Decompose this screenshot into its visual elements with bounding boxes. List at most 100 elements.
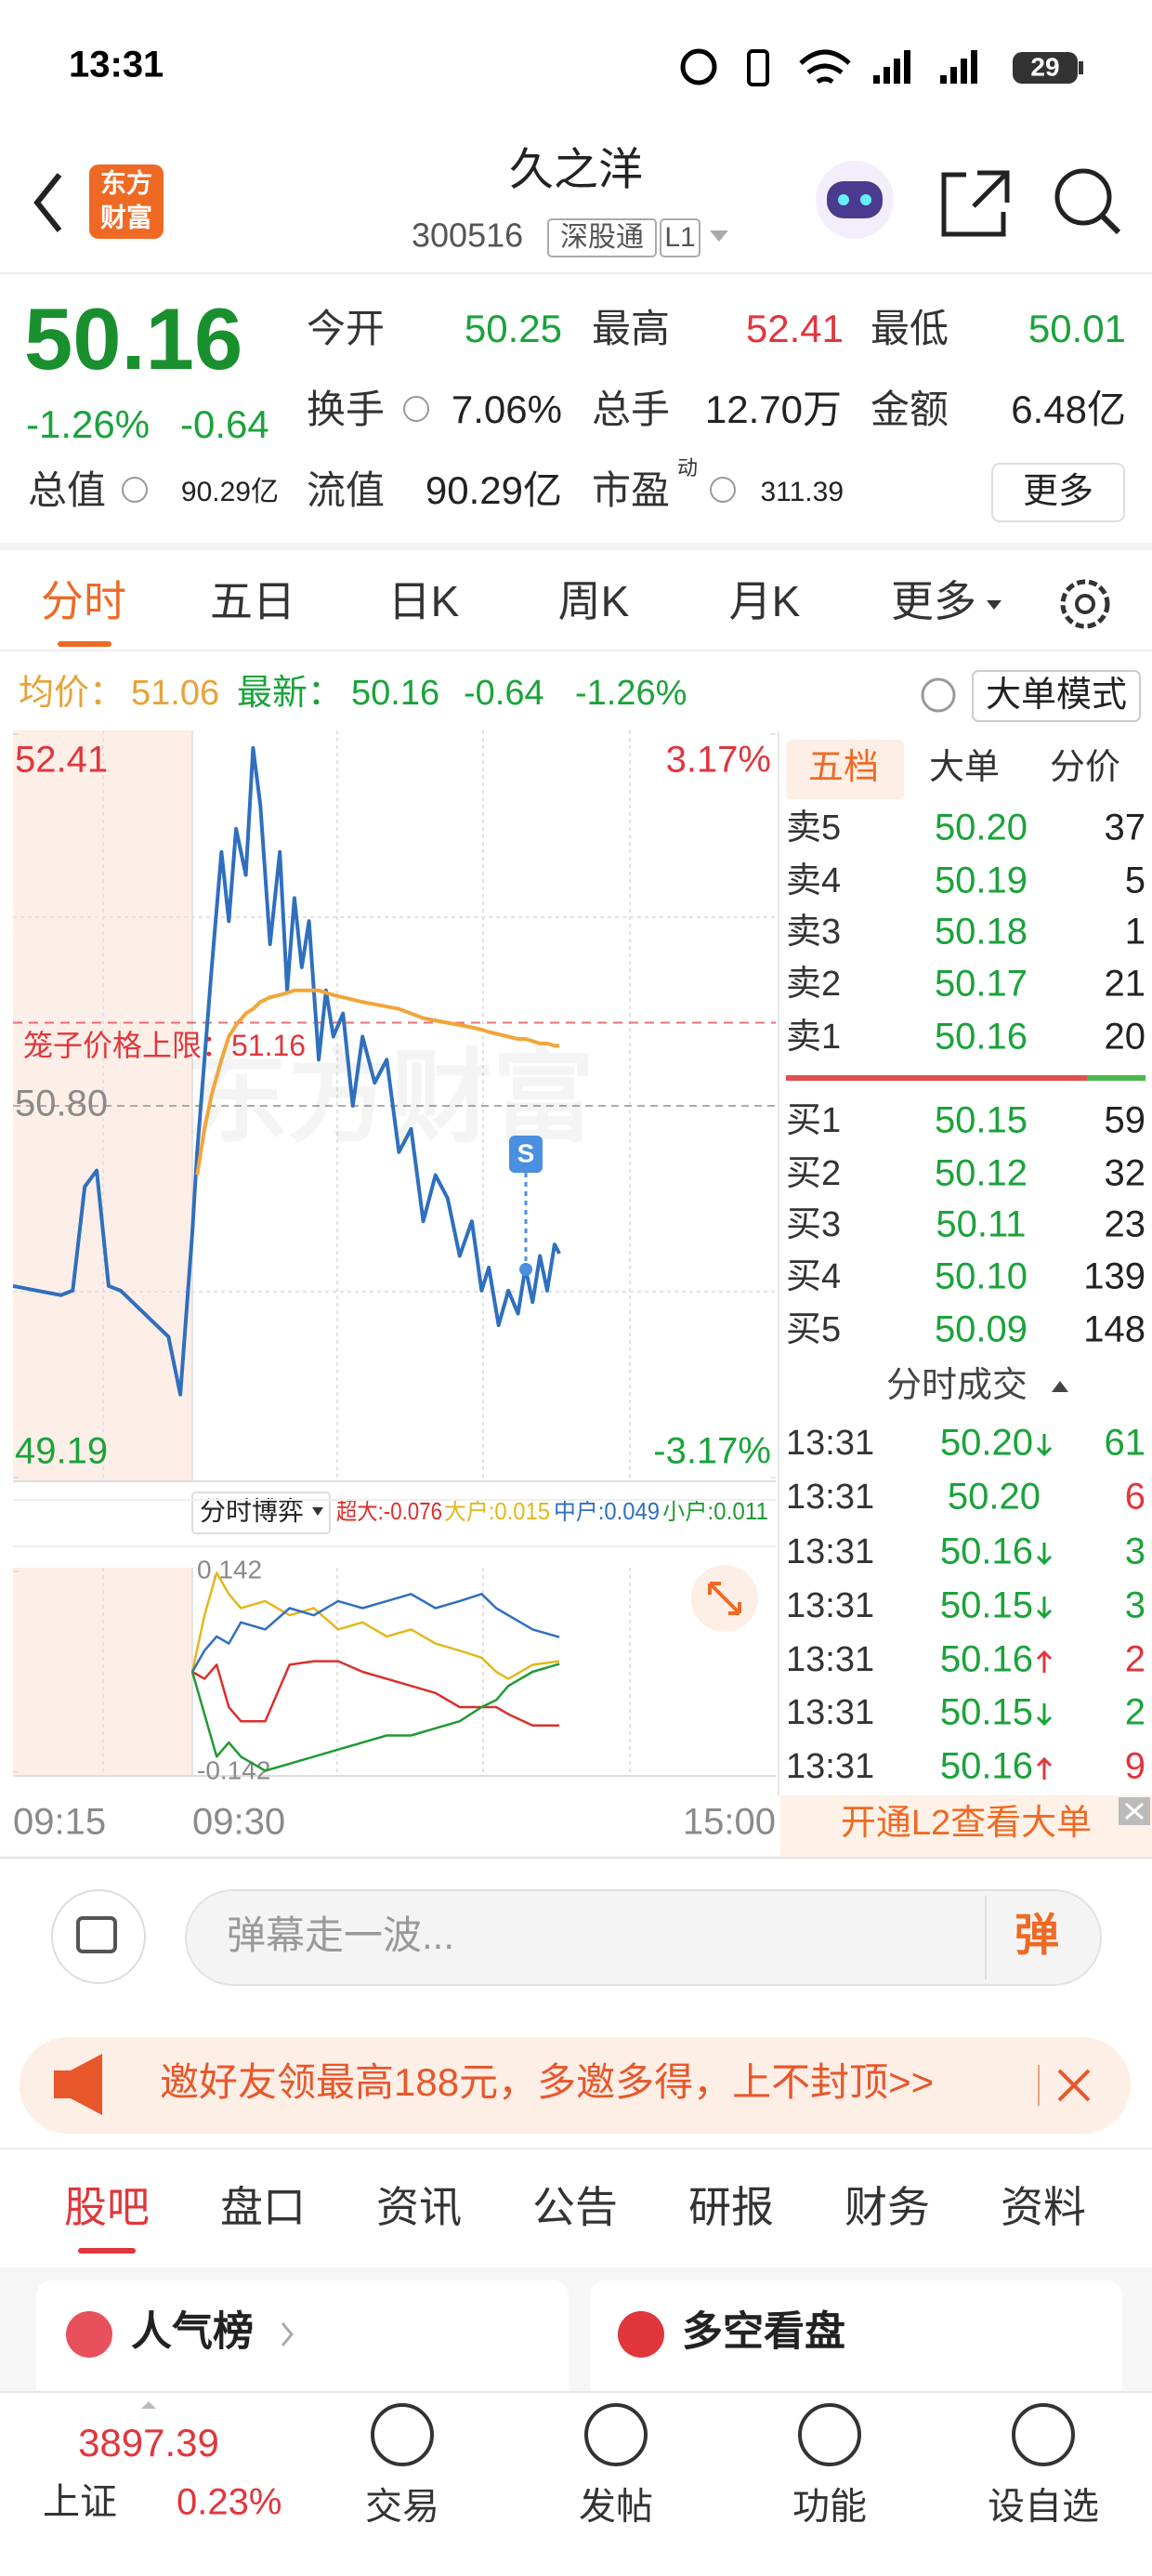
series-line	[195, 988, 560, 1176]
order-price: 50.19	[935, 861, 1028, 901]
latest-change-percent: -1.26%	[575, 674, 687, 713]
series-line	[190, 1593, 560, 1673]
change-amount: -0.64	[180, 402, 269, 446]
trade-time: 13:31	[786, 1640, 874, 1679]
card-icon	[618, 2311, 664, 2358]
field-label: 最高	[592, 307, 670, 350]
order-level-label: 买2	[786, 1154, 841, 1193]
field-label: 总值	[28, 468, 106, 512]
field-label-sup: 动	[677, 456, 698, 480]
trade-arrow	[1036, 1597, 1053, 1620]
assistant-eye	[838, 194, 849, 205]
nav-item[interactable]: 设自选	[988, 2487, 1099, 2528]
legend-entry: 小户:0.011	[662, 1497, 768, 1525]
nav-icon	[798, 2403, 861, 2466]
period-tab[interactable]: 月K	[729, 577, 801, 625]
trade-time: 13:31	[786, 1532, 874, 1571]
order-price: 50.12	[935, 1153, 1028, 1194]
period-tab[interactable]: 日K	[388, 577, 460, 625]
active-tab-underline	[58, 641, 111, 647]
content-tab[interactable]: 公告	[532, 2183, 618, 2231]
nav-item[interactable]: 发帖	[579, 2487, 653, 2528]
signal-bar	[971, 50, 977, 84]
legend-entry: 大户:0.015	[444, 1497, 550, 1525]
field-value: 52.41	[746, 307, 844, 350]
nav-icon	[371, 2403, 434, 2466]
search-handle	[1099, 213, 1121, 235]
content-tab[interactable]: 资讯	[376, 2183, 462, 2231]
field-label: 总手	[592, 388, 670, 431]
latest-value: 50.16	[351, 674, 439, 713]
order-book-tab[interactable]: 五档	[808, 748, 879, 787]
order-book-tab[interactable]: 分价	[1050, 748, 1120, 787]
share-button[interactable]	[941, 170, 1010, 237]
content-tab[interactable]: 财务	[844, 2183, 930, 2231]
logo-text: 财富	[100, 202, 152, 231]
tag-box	[547, 218, 657, 257]
active-tab-bg	[786, 740, 904, 799]
order-volume: 21	[1105, 964, 1146, 1005]
content-tab[interactable]: 股吧	[64, 2183, 150, 2231]
trade-arrow	[1036, 1756, 1053, 1780]
comment-icon-button[interactable]	[51, 1889, 146, 1984]
back-button[interactable]	[33, 173, 62, 232]
trade-volume: 6	[1125, 1477, 1145, 1518]
field-value: 6.48亿	[1011, 388, 1126, 431]
signal-bar	[904, 50, 910, 84]
settings-button[interactable]	[1060, 579, 1110, 629]
order-book-tab[interactable]: 大单	[929, 748, 1000, 787]
more-button-label: 更多	[1023, 472, 1093, 511]
order-volume: 5	[1125, 861, 1145, 901]
field-value: 7.06%	[452, 388, 562, 431]
period-tab[interactable]: 分时	[41, 577, 126, 625]
trade-volume: 9	[1125, 1746, 1145, 1787]
l2-link[interactable]: 开通L2查看大单	[841, 1804, 1092, 1843]
invite-text: 邀好友领最高188元，多邀多得，上不封顶>>	[160, 2060, 934, 2104]
danmaku-button[interactable]: 弹	[1015, 1912, 1059, 1961]
order-level-label: 卖5	[786, 808, 841, 848]
order-level-label: 买4	[786, 1257, 841, 1296]
battery-icon	[1013, 52, 1078, 84]
section-gap	[0, 543, 1152, 550]
period-tab[interactable]: 周K	[558, 577, 630, 625]
order-level-label: 卖1	[786, 1018, 841, 1057]
order-price: 50.10	[935, 1256, 1028, 1297]
logo	[89, 164, 164, 239]
content-tab[interactable]: 资料	[1001, 2183, 1086, 2231]
order-price: 50.15	[935, 1100, 1028, 1141]
trade-price: 50.20	[940, 1423, 1033, 1464]
search-button[interactable]	[1054, 168, 1112, 226]
nav-item[interactable]: 功能	[792, 2487, 867, 2528]
dropdown-arrow	[312, 1507, 323, 1516]
order-level-label: 卖4	[786, 861, 841, 900]
latest-change: -0.64	[464, 674, 544, 713]
order-price: 50.11	[936, 1204, 1026, 1245]
period-tab[interactable]: 五日	[210, 577, 295, 625]
nav-item[interactable]: 交易	[365, 2487, 439, 2528]
banner-close[interactable]	[1057, 2069, 1091, 2102]
order-volume: 32	[1105, 1153, 1146, 1194]
y-tick-label: 50.80	[15, 1084, 108, 1124]
trade-arrow	[1036, 1703, 1053, 1727]
signal-bar	[940, 75, 947, 84]
content-tab[interactable]: 盘口	[220, 2183, 306, 2231]
period-tab[interactable]: 更多	[891, 577, 976, 625]
info-icon	[710, 477, 736, 503]
nav-icon	[1012, 2403, 1075, 2466]
title-box	[191, 1492, 331, 1534]
order-price: 50.18	[935, 912, 1028, 953]
feature-card	[590, 2280, 1122, 2401]
field-value: 90.29亿	[425, 468, 562, 512]
alarm-icon	[680, 48, 717, 85]
order-volume: 139	[1083, 1256, 1145, 1297]
series-line	[191, 1660, 560, 1728]
content-tab[interactable]: 研报	[688, 2183, 774, 2231]
y-tick-label: -0.142	[197, 1755, 270, 1784]
trade-time: 13:31	[786, 1693, 874, 1732]
signal-bar	[950, 67, 957, 84]
settings-hub	[1075, 594, 1095, 614]
active-tab-underline	[78, 2248, 136, 2254]
legend-entry: 超大:-0.076	[336, 1497, 442, 1525]
dropdown-arrow[interactable]	[710, 230, 728, 242]
